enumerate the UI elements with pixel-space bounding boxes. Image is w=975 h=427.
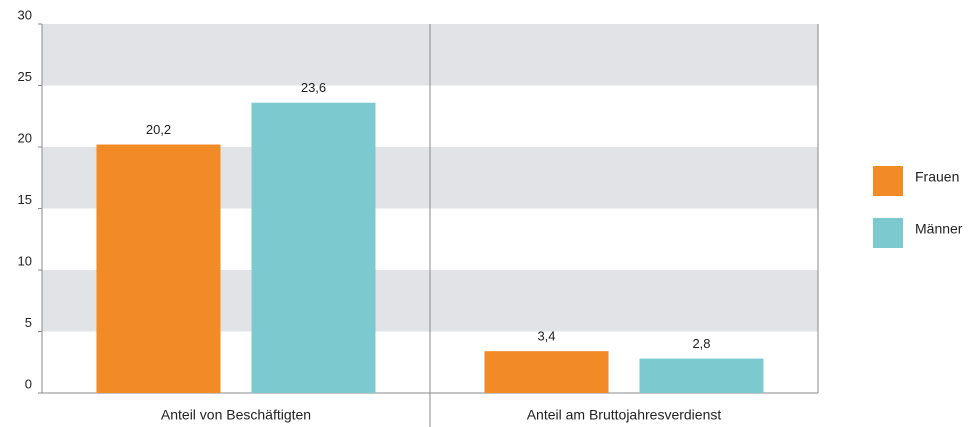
value-label: 23,6 <box>301 80 326 95</box>
x-tick-label: Anteil von Beschäftigten <box>161 407 311 423</box>
value-label: 20,2 <box>146 122 171 137</box>
legend-swatch <box>873 166 903 196</box>
value-label: 2,8 <box>692 336 710 351</box>
bar <box>251 102 376 393</box>
bar <box>96 144 221 393</box>
y-tick-label: 5 <box>25 315 32 330</box>
y-tick-label: 10 <box>18 253 32 268</box>
y-tick-label: 30 <box>18 7 32 22</box>
y-tick-label: 25 <box>18 69 32 84</box>
bar <box>639 358 764 393</box>
y-tick-label: 20 <box>18 130 32 145</box>
bar <box>484 351 609 393</box>
y-tick-label: 0 <box>25 376 32 391</box>
x-tick-label: Anteil am Bruttojahresverdienst <box>527 407 722 423</box>
value-label: 3,4 <box>537 329 555 344</box>
y-tick-label: 15 <box>18 192 32 207</box>
legend-swatch <box>873 218 903 248</box>
legend-label: Männer <box>915 221 963 237</box>
legend-label: Frauen <box>915 169 959 185</box>
